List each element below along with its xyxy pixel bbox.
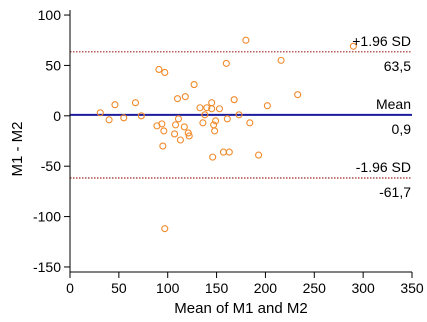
y-tick-label: -150 [33,259,61,275]
data-point [185,132,193,140]
data-point [105,116,113,124]
data-point [208,105,216,113]
data-point [235,111,243,119]
upper_loa-value: 63,5 [384,58,411,74]
data-point [211,127,219,135]
data-point [173,95,182,103]
x-tick-label: 50 [111,280,127,296]
x-tick-label: 100 [156,280,180,296]
data-point [174,115,183,123]
x-tick-label: 150 [205,280,229,296]
reference-lines [70,51,412,179]
x-axis-title: Mean of M1 and M2 [174,300,307,317]
data-point [161,68,169,77]
lower_loa-label: -1.96 SD [356,159,411,175]
data-point [199,119,207,127]
data-point [171,121,180,129]
axis-ticks: -150 -100 -50 0 50 100 0 50 100 150 200 250 300 350 [33,7,424,296]
data-point [158,120,166,128]
data-point [180,123,188,131]
data-point [242,36,250,44]
mean-label: Mean [376,96,411,112]
x-tick-label: 250 [303,280,327,296]
data-point [176,136,184,144]
data-point [96,109,104,117]
data-point [111,101,119,109]
mean-value: 0,9 [392,121,412,137]
data-point [190,81,198,89]
x-tick-label: 200 [254,280,278,296]
y-tick-label: -100 [33,209,61,225]
x-tick-label: 0 [66,280,74,296]
y-tick-label: 0 [53,108,61,124]
data-point [230,96,238,104]
data-point [159,142,167,150]
data-point [160,127,168,135]
data-point [209,153,217,161]
axes [69,10,412,273]
data-point [294,91,302,99]
upper_loa-label: +1.96 SD [352,33,411,49]
lower_loa-value: -61,7 [379,184,411,200]
data-point [137,112,145,120]
data-point [155,65,163,74]
data-point [277,56,285,64]
data-point [171,130,179,138]
data-point [225,148,233,156]
data-point [201,111,209,119]
data-point [203,104,211,112]
x-tick-label: 350 [400,280,424,296]
data-point [184,129,192,137]
data-point [215,105,224,113]
data-point [120,114,128,122]
data-point [246,119,254,127]
data-point [131,99,140,107]
data-point [161,225,169,233]
data-point [255,151,263,159]
y-tick-label: 50 [45,57,61,73]
data-point [349,42,357,50]
data-point [181,93,189,101]
data-point [222,59,230,67]
data-point [208,99,216,107]
data-point [263,102,271,110]
line-annotations: +1.96 SD 63,5 Mean 0,9 -1.96 SD -61,7 [352,33,411,200]
data-point [212,117,220,125]
y-tick-label: -50 [41,158,61,174]
x-tick-label: 300 [351,280,375,296]
data-points [96,36,357,233]
data-point [223,115,231,123]
y-tick-label: 100 [38,7,62,23]
data-point [196,104,204,112]
y-axis-title: M1 - M2 [9,121,26,176]
data-point [219,148,227,156]
